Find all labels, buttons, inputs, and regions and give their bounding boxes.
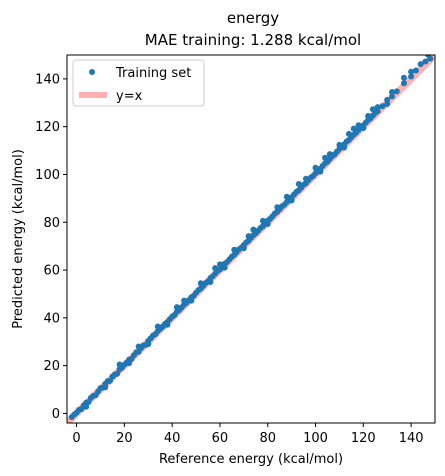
x-tick-label: 60	[212, 431, 229, 446]
data-point	[83, 403, 90, 410]
data-point	[317, 168, 324, 175]
x-tick-label: 100	[303, 431, 328, 446]
data-point	[400, 74, 407, 81]
data-point	[417, 61, 424, 68]
y-tick-label: 140	[35, 72, 60, 87]
x-tick-label: 40	[164, 431, 181, 446]
y-tick-label: 20	[43, 359, 60, 374]
data-point	[245, 233, 252, 240]
legend-label-training-set: Training set	[115, 66, 191, 81]
data-point	[302, 175, 309, 182]
data-point	[135, 343, 142, 350]
data-point	[326, 151, 333, 158]
x-tick-label: 140	[399, 431, 424, 446]
data-point	[274, 204, 281, 211]
legend: Training set y=x	[72, 59, 205, 107]
data-point	[250, 226, 257, 233]
data-point	[424, 55, 431, 58]
data-point	[126, 360, 133, 367]
data-point	[408, 73, 415, 80]
data-point	[259, 217, 266, 224]
y-tick-label: 100	[35, 168, 60, 183]
data-point	[212, 265, 219, 272]
data-point	[388, 93, 395, 100]
data-point	[114, 370, 121, 377]
data-point	[336, 141, 343, 148]
data-point	[197, 280, 204, 287]
x-axis-label: Reference energy (kcal/mol)	[159, 452, 343, 467]
legend-marker-training-set	[89, 69, 95, 75]
y-axis: 0 20 40 60 80 100 120 140	[35, 72, 67, 422]
data-point	[312, 164, 319, 171]
legend-label-y-equals-x: y=x	[116, 89, 143, 104]
data-point	[264, 220, 271, 227]
chart-subtitle: MAE training: 1.288 kcal/mol	[145, 31, 361, 49]
data-point	[400, 80, 407, 87]
data-point	[283, 193, 290, 200]
data-point	[341, 144, 348, 151]
data-point	[360, 125, 367, 132]
data-point	[384, 100, 391, 107]
data-point	[365, 112, 372, 119]
data-point	[240, 245, 247, 252]
data-point	[350, 125, 357, 132]
y-tick-label: 120	[35, 120, 60, 135]
data-point	[379, 103, 386, 110]
data-point	[164, 321, 171, 328]
data-point	[173, 304, 180, 311]
data-point	[345, 130, 352, 137]
data-point	[322, 154, 329, 161]
points-layer	[68, 55, 434, 421]
data-point	[412, 67, 419, 74]
data-point	[221, 264, 228, 271]
y-tick-label: 80	[43, 216, 60, 231]
data-point	[388, 89, 395, 96]
data-point	[355, 122, 362, 129]
x-tick-label: 80	[259, 431, 276, 446]
x-tick-label: 20	[116, 431, 133, 446]
x-tick-label: 120	[351, 431, 376, 446]
plot-frame	[66, 54, 436, 424]
chart-title: energy	[227, 9, 279, 27]
data-point	[408, 68, 415, 75]
y-tick-label: 60	[43, 264, 60, 279]
data-point	[374, 104, 381, 111]
data-point	[102, 384, 109, 391]
x-tick-label: 0	[72, 431, 80, 446]
data-point	[231, 246, 238, 253]
y-tick-label: 0	[52, 407, 60, 422]
data-point	[154, 323, 161, 330]
data-point	[116, 361, 123, 368]
data-point	[188, 297, 195, 304]
y-tick-label: 40	[43, 311, 60, 326]
data-point	[181, 297, 188, 304]
data-point	[295, 181, 302, 188]
data-point	[207, 279, 214, 286]
y-axis-label: Predicted energy (kcal/mol)	[11, 149, 26, 329]
data-point	[288, 197, 295, 204]
x-axis: 0 20 40 60 80 100 120 140	[72, 423, 424, 446]
data-point	[216, 261, 223, 268]
data-point	[369, 106, 376, 113]
data-point	[393, 88, 400, 95]
data-point	[145, 341, 152, 348]
data-point	[422, 58, 429, 65]
